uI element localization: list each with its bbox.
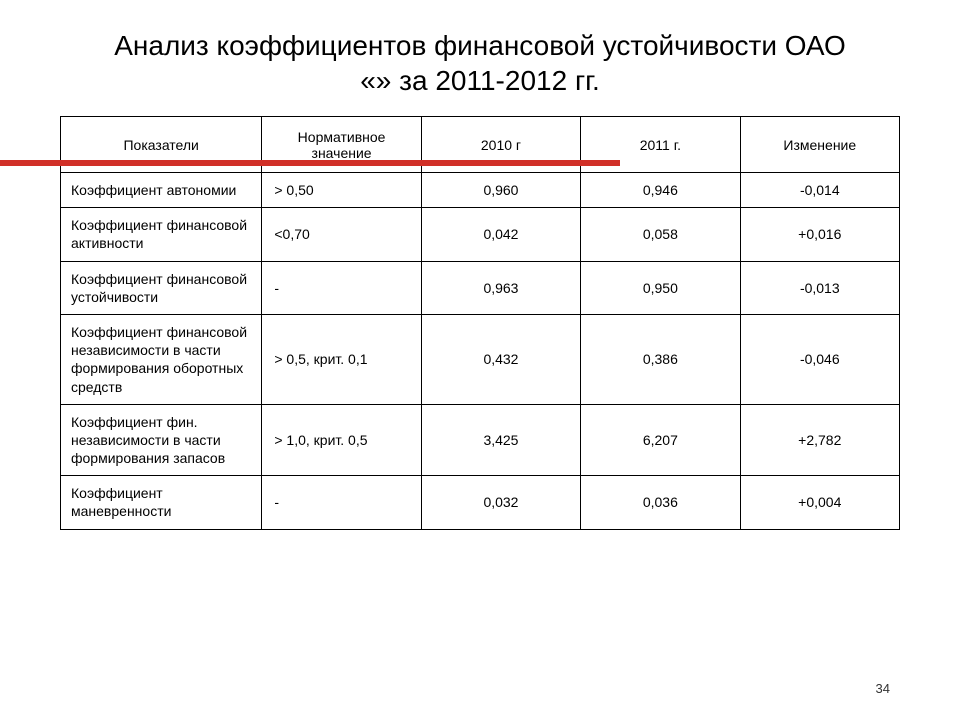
row-2010: 0,960 — [421, 173, 580, 208]
row-2010: 0,963 — [421, 261, 580, 314]
row-2011: 0,386 — [581, 314, 740, 404]
row-label: Коэффициент фин. независимости в части ф… — [61, 404, 262, 476]
row-label: Коэффициент автономии — [61, 173, 262, 208]
row-norm: > 0,50 — [262, 173, 421, 208]
row-norm: > 0,5, крит. 0,1 — [262, 314, 421, 404]
row-norm: - — [262, 261, 421, 314]
row-label: Коэффициент финансовой независимости в ч… — [61, 314, 262, 404]
slide-number: 34 — [876, 681, 890, 696]
row-delta: -0,014 — [740, 173, 899, 208]
row-norm: > 1,0, крит. 0,5 — [262, 404, 421, 476]
table-row: Коэффициент финансовой активности <0,70 … — [61, 208, 900, 261]
row-delta: +0,016 — [740, 208, 899, 261]
table-row: Коэффициент финансовой независимости в ч… — [61, 314, 900, 404]
row-delta: +2,782 — [740, 404, 899, 476]
row-delta: -0,013 — [740, 261, 899, 314]
slide-title: Анализ коэффициентов финансовой устойчив… — [100, 28, 860, 98]
row-2010: 0,042 — [421, 208, 580, 261]
row-label: Коэффициент маневренности — [61, 476, 262, 529]
row-2010: 3,425 — [421, 404, 580, 476]
row-delta: +0,004 — [740, 476, 899, 529]
financial-ratios-table: Показатели Нормативное значение 2010 г 2… — [60, 116, 900, 530]
accent-bar — [0, 160, 620, 166]
row-2011: 0,946 — [581, 173, 740, 208]
row-label: Коэффициент финансовой активности — [61, 208, 262, 261]
table-row: Коэффициент фин. независимости в части ф… — [61, 404, 900, 476]
row-norm: - — [262, 476, 421, 529]
row-2011: 0,950 — [581, 261, 740, 314]
row-delta: -0,046 — [740, 314, 899, 404]
row-2011: 0,058 — [581, 208, 740, 261]
header-change: Изменение — [740, 117, 899, 173]
row-2011: 0,036 — [581, 476, 740, 529]
row-2010: 0,032 — [421, 476, 580, 529]
table-row: Коэффициент финансовой устойчивости - 0,… — [61, 261, 900, 314]
row-label: Коэффициент финансовой устойчивости — [61, 261, 262, 314]
row-2010: 0,432 — [421, 314, 580, 404]
row-norm: <0,70 — [262, 208, 421, 261]
row-2011: 6,207 — [581, 404, 740, 476]
table-row: Коэффициент маневренности - 0,032 0,036 … — [61, 476, 900, 529]
table-row: Коэффициент автономии > 0,50 0,960 0,946… — [61, 173, 900, 208]
